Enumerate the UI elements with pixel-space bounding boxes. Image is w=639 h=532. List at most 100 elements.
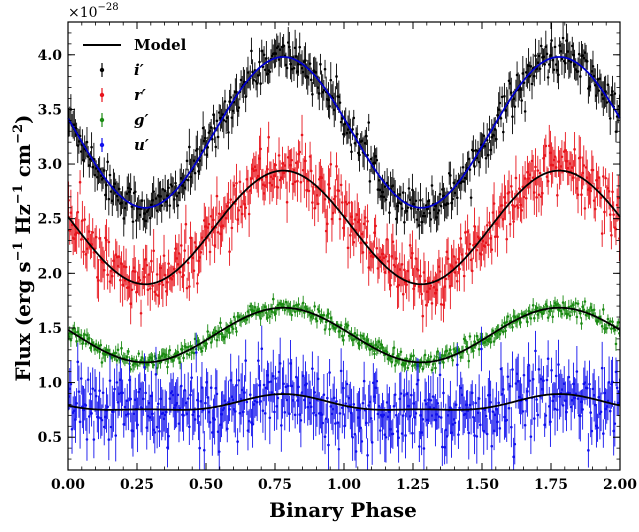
- data-point: [616, 401, 620, 405]
- data-point: [547, 310, 551, 313]
- data-point: [583, 51, 587, 54]
- data-point: [524, 196, 528, 200]
- data-point: [399, 350, 403, 354]
- data-point: [529, 317, 533, 320]
- data-point: [386, 357, 390, 361]
- data-point: [335, 165, 338, 168]
- data-point: [373, 161, 376, 165]
- data-point: [568, 314, 572, 318]
- data-point: [246, 429, 250, 432]
- legend-label-model: Model: [134, 36, 187, 54]
- data-point: [115, 359, 119, 362]
- data-point: [467, 359, 471, 363]
- data-point: [408, 198, 412, 202]
- data-point: [610, 327, 613, 331]
- data-point: [167, 434, 170, 438]
- data-point: [468, 335, 472, 338]
- data-point: [488, 337, 491, 341]
- legend-marker-u: [99, 138, 105, 152]
- data-point: [178, 361, 182, 364]
- data-point: [343, 424, 346, 428]
- data-point: [505, 320, 509, 324]
- data-point: [222, 337, 226, 341]
- data-point: [495, 408, 498, 411]
- data-point: [449, 406, 452, 409]
- data-point: [441, 445, 444, 449]
- data-point: [500, 204, 504, 207]
- data-point: [332, 108, 336, 112]
- data-point: [616, 196, 620, 200]
- x-tick-label: 0.50: [189, 477, 223, 493]
- data-point: [455, 363, 459, 367]
- data-point: [569, 304, 573, 308]
- data-point: [198, 159, 201, 162]
- data-point: [159, 266, 162, 270]
- data-point: [437, 357, 441, 360]
- data-point: [352, 338, 356, 341]
- data-point: [560, 155, 564, 159]
- data-point: [97, 279, 100, 282]
- data-point: [215, 194, 219, 198]
- data-point: [350, 215, 353, 219]
- data-point: [507, 79, 511, 83]
- data-point: [338, 329, 342, 333]
- data-point: [472, 349, 475, 353]
- data-point: [377, 178, 381, 182]
- data-point: [267, 135, 270, 139]
- data-point: [614, 370, 618, 374]
- x-tick-label: 2.00: [603, 477, 637, 493]
- data-point: [296, 179, 299, 183]
- data-point: [347, 396, 351, 400]
- data-point: [236, 218, 239, 221]
- data-point: [188, 285, 191, 288]
- data-point: [291, 399, 295, 402]
- y-tick-label: 3.0: [38, 157, 63, 173]
- data-point: [255, 82, 259, 85]
- data-point: [259, 82, 262, 85]
- data-point: [565, 159, 568, 163]
- data-point: [350, 411, 353, 415]
- data-point: [324, 320, 328, 324]
- y-tick-label: 0.5: [38, 430, 62, 446]
- data-point: [404, 434, 407, 437]
- data-point: [116, 198, 120, 202]
- data-point: [154, 293, 158, 296]
- data-point: [87, 336, 91, 340]
- y-multiplier: ×10−28: [68, 2, 119, 21]
- data-point: [536, 413, 540, 417]
- data-point: [576, 397, 580, 400]
- data-point: [205, 342, 208, 345]
- data-point: [468, 403, 472, 407]
- data-point: [131, 363, 135, 367]
- data-point: [431, 363, 435, 366]
- y-tick-label: 3.5: [38, 102, 62, 118]
- data-point: [309, 405, 313, 409]
- data-point: [454, 261, 458, 264]
- data-point: [436, 402, 440, 405]
- data-point: [292, 66, 296, 70]
- data-point: [329, 405, 333, 408]
- data-point: [588, 187, 591, 190]
- data-point: [462, 180, 466, 183]
- data-point: [198, 446, 201, 450]
- data-point: [84, 404, 88, 407]
- data-point: [142, 397, 145, 401]
- data-point: [546, 76, 550, 79]
- data-point: [545, 378, 549, 382]
- data-point: [155, 273, 159, 276]
- data-point: [176, 350, 180, 354]
- data-point: [183, 249, 187, 252]
- data-point: [526, 390, 529, 393]
- data-point: [422, 271, 426, 274]
- data-point: [150, 203, 153, 207]
- data-point: [345, 202, 349, 206]
- data-point: [163, 273, 167, 277]
- data-point: [176, 204, 180, 207]
- data-point: [124, 413, 128, 417]
- data-point: [357, 151, 360, 155]
- data-point: [166, 280, 169, 284]
- data-point: [193, 418, 197, 421]
- data-point: [375, 379, 379, 383]
- data-point: [192, 159, 196, 162]
